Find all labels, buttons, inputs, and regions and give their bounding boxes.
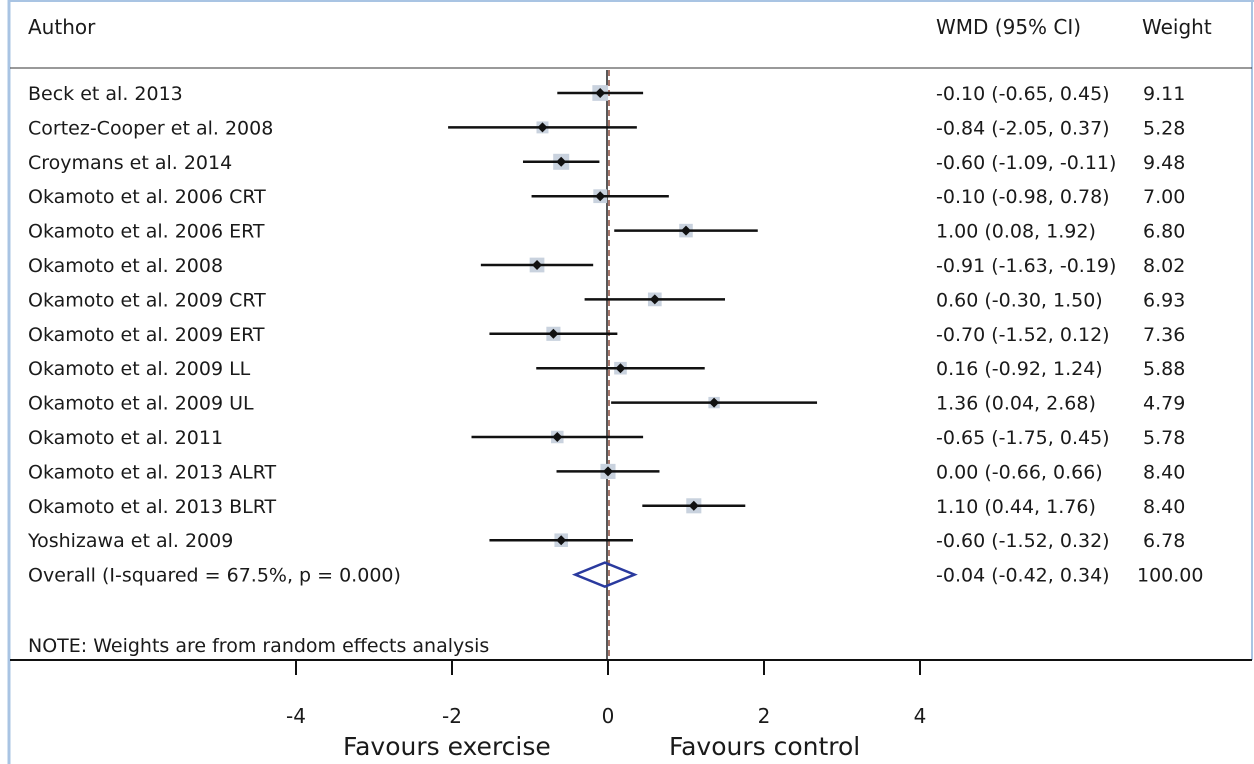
study-row: Okamoto et al. 2009 CRT 0.60 (-0.30, 1.50… [28,289,1185,311]
study-row: Okamoto et al. 2013 ALRT 0.00 (-0.66, 0.6… [28,461,1185,483]
study-row: Okamoto et al. 2013 BLRT 1.10 (0.44, 1.76… [28,496,1185,518]
study-label: Okamoto et al. 2008 [28,255,223,277]
effect-ci-text: -0.60 (-1.09, -0.11) [936,152,1116,174]
weight-text: 5.88 [1143,358,1185,380]
point-estimate [681,225,691,236]
weight-text: 7.00 [1143,186,1185,208]
weight-text: 6.93 [1143,289,1185,311]
weight-text: 6.80 [1143,221,1185,243]
effect-ci-text: -0.10 (-0.98, 0.78) [936,186,1110,208]
study-row: Okamoto et al. 2011 -0.65 (-1.75, 0.45) 5.… [28,427,1185,449]
point-estimate [603,466,613,477]
x-tick-label: 2 [758,704,771,728]
weight-text: 7.36 [1143,324,1185,346]
weight-text: 4.79 [1143,393,1185,415]
effect-ci-text: 0.60 (-0.30, 1.50) [936,289,1103,311]
effect-ci-text: -0.10 (-0.65, 0.45) [936,83,1110,105]
overall-label: Overall (I-squared = 67.5%, p = 0.000) [28,565,401,587]
x-tick-label: -4 [286,704,306,728]
study-label: Okamoto et al. 2006 ERT [28,221,265,243]
study-label: Beck et al. 2013 [28,83,183,105]
weight-text: 8.40 [1143,496,1185,518]
weight-text: 9.48 [1143,152,1185,174]
header-author: Author [28,15,96,39]
study-rows: Beck et al. 2013 -0.10 (-0.65, 0.45) 9.11 C… [27,83,1203,588]
point-estimate [548,328,559,339]
study-row: Okamoto et al. 2006 CRT -0.10 (-0.98, 0.7… [28,186,1185,208]
effect-ci-text: 0.00 (-0.66, 0.66) [936,461,1103,483]
study-row: Cortez-Cooper et al. 2008 -0.84 (-2.05, 0… [28,117,1185,139]
favours-exercise-label: Favours exercise [343,732,551,761]
overall-row: Overall (I-squared = 67.5%, p = 0.000) -0… [28,561,1203,588]
x-tick-label: 4 [914,704,927,728]
effect-ci-text: 0.16 (-0.92, 1.24) [936,358,1103,380]
point-estimate [615,363,626,374]
study-row: Okamoto et al. 2009 UL 1.36 (0.04, 2.68) 4… [28,393,1185,415]
effect-ci-text: -0.65 (-1.75, 0.45) [936,427,1110,449]
study-label: Okamoto et al. 2009 CRT [28,289,266,311]
study-row: Okamoto et al. 2009 ERT -0.70 (-1.52, 0.1… [28,324,1185,346]
study-label: Okamoto et al. 2006 CRT [28,186,266,208]
effect-ci-text: -0.70 (-1.52, 0.12) [936,324,1110,346]
weights-note: NOTE: Weights are from random effects an… [28,635,489,657]
study-label: Yoshizawa et al. 2009 [27,530,233,552]
effect-ci-text: 1.36 (0.04, 2.68) [936,393,1096,415]
effect-ci-text: -0.91 (-1.63, -0.19) [936,255,1116,277]
study-label: Okamoto et al. 2009 ERT [28,324,265,346]
weight-text: 6.78 [1143,530,1185,552]
weight-text: 9.11 [1143,83,1185,105]
effect-ci-text: -0.60 (-1.52, 0.32) [936,530,1110,552]
point-estimate [595,88,606,98]
study-row: Okamoto et al. 2009 LL 0.16 (-0.92, 1.24)… [28,358,1185,380]
x-tick-label: 0 [602,704,615,728]
null-line-group [606,70,610,660]
study-label: Okamoto et al. 2011 [28,427,223,449]
point-estimate [595,191,606,202]
overall-diamond [571,561,638,588]
effect-ci-text: 1.10 (0.44, 1.76) [936,496,1096,518]
point-estimate [556,156,567,167]
study-label: Okamoto et al. 2013 ALRT [28,461,276,483]
study-row: Okamoto et al. 2006 ERT 1.00 (0.08, 1.92)… [28,221,1185,243]
study-row: Beck et al. 2013 -0.10 (-0.65, 0.45) 9.11 [28,83,1185,105]
study-label: Cortez-Cooper et al. 2008 [28,117,273,139]
point-estimate [688,500,699,511]
weight-text: 8.40 [1143,461,1185,483]
overall-weight-text: 100.00 [1137,565,1203,587]
study-label: Okamoto et al. 2013 BLRT [28,496,277,518]
study-row: Okamoto et al. 2008 -0.91 (-1.63, -0.19) 8… [28,255,1185,277]
effect-ci-text: 1.00 (0.08, 1.92) [936,221,1096,243]
study-row: Yoshizawa et al. 2009 -0.60 (-1.52, 0.32)… [27,530,1185,552]
study-label: Croymans et al. 2014 [28,152,232,174]
point-estimate [532,260,543,270]
point-estimate [709,397,720,408]
effect-ci-text: -0.84 (-2.05, 0.37) [936,117,1110,139]
favours-control-label: Favours control [669,732,860,761]
header-effect: WMD (95% CI) [936,15,1081,39]
study-row: Croymans et al. 2014 -0.60 (-1.09, -0.11)… [28,152,1185,174]
weight-text: 5.78 [1143,427,1185,449]
overall-ci-text: -0.04 (-0.42, 0.34) [936,565,1110,587]
point-estimate [556,535,567,546]
weight-text: 5.28 [1143,117,1185,139]
point-estimate [552,432,563,442]
study-label: Okamoto et al. 2009 LL [28,358,251,380]
point-estimate [537,122,548,133]
x-tick-label: -2 [442,704,462,728]
weight-text: 8.02 [1143,255,1185,277]
header-weight: Weight [1142,15,1212,39]
study-label: Okamoto et al. 2009 UL [28,393,254,415]
x-axis: -4 -2 0 2 4 [286,660,926,728]
point-estimate [649,294,660,305]
